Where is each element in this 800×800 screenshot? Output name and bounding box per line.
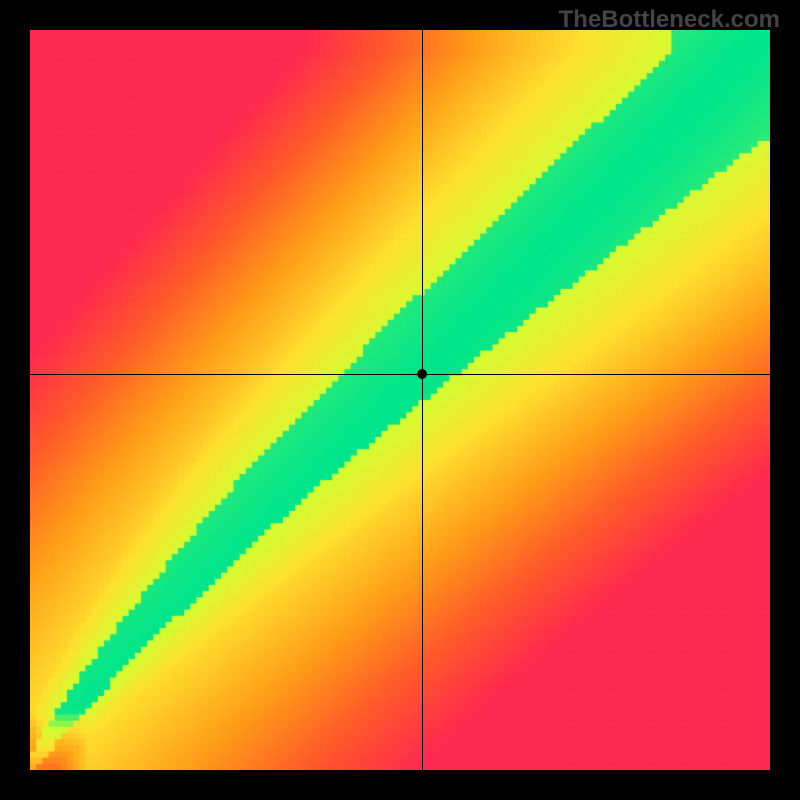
heatmap-canvas [30, 30, 770, 770]
crosshair-vertical [422, 30, 423, 770]
watermark-text: TheBottleneck.com [559, 6, 780, 34]
crosshair-horizontal [30, 374, 770, 375]
selected-point [417, 369, 427, 379]
heatmap-chart [30, 30, 770, 770]
